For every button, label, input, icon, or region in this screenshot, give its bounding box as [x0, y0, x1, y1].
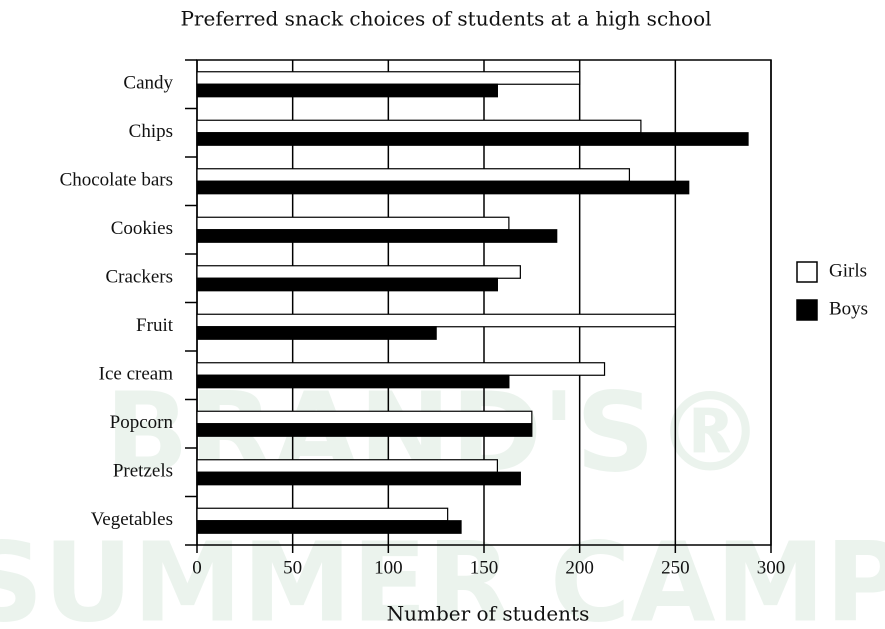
bar [196, 119, 642, 134]
legend-swatch [796, 261, 818, 283]
x-tick-label: 200 [565, 557, 594, 578]
y-tick-label: Fruit [136, 315, 174, 336]
bar [196, 132, 749, 146]
legend-label: Girls [829, 260, 867, 281]
bar [196, 168, 631, 182]
y-tick-label: Popcorn [110, 412, 174, 433]
x-tick-label: 150 [470, 557, 499, 578]
y-tick-label: Candy [123, 73, 173, 94]
y-tick-label: Pretzels [113, 461, 173, 482]
legend-swatch [796, 299, 818, 321]
bar [196, 229, 558, 243]
bar [196, 313, 676, 328]
bar [196, 471, 521, 486]
y-tick-label: Ice cream [99, 364, 174, 385]
bar [196, 71, 581, 85]
bar [196, 520, 462, 534]
legend-label: Boys [829, 298, 868, 319]
bar [196, 83, 498, 98]
bar [196, 362, 606, 376]
x-tick-label: 100 [374, 557, 403, 578]
bar [196, 216, 510, 231]
bar [196, 277, 498, 292]
bar [196, 180, 690, 195]
y-tick-label: Crackers [105, 267, 173, 288]
y-tick-label: Vegetables [91, 509, 173, 530]
bar [196, 265, 521, 279]
bar [196, 410, 533, 425]
y-tick-label: Chocolate bars [60, 170, 173, 191]
y-tick-label: Chips [129, 121, 173, 142]
bar [196, 423, 533, 437]
x-axis-title: Number of students [387, 602, 590, 626]
bar [196, 326, 437, 340]
x-tick-label: 250 [661, 557, 690, 578]
chart-title: Preferred snack choices of students at a… [180, 7, 711, 31]
x-tick-label: 300 [757, 557, 786, 578]
y-tick-label: Cookies [111, 218, 173, 239]
watermark: SUMMER CAMP [0, 518, 885, 629]
x-tick-label: 50 [283, 557, 302, 578]
bar [196, 507, 449, 522]
x-tick-label: 0 [192, 557, 202, 578]
bar [196, 374, 510, 389]
bar [196, 459, 498, 473]
